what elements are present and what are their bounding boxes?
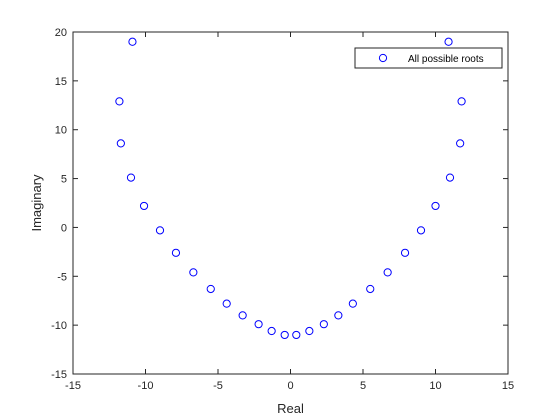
x-tick-label: -5 (213, 380, 223, 392)
root-point (334, 311, 343, 320)
root-point (171, 248, 181, 257)
x-tick-label: 15 (502, 380, 514, 392)
root-point (126, 173, 136, 182)
root-point (116, 139, 125, 148)
root-point (456, 139, 465, 148)
root-point (444, 37, 453, 46)
x-axis-label: Real (277, 401, 304, 416)
root-point (280, 330, 289, 340)
root-point (267, 326, 276, 336)
plot-area-border (72, 31, 509, 375)
root-point (238, 311, 247, 320)
y-tick-label: 15 (55, 76, 67, 88)
x-tick-label: -15 (65, 380, 81, 392)
root-point (155, 226, 165, 235)
root-point (383, 268, 392, 277)
y-tick-label: -10 (51, 320, 67, 332)
root-point (416, 226, 426, 235)
y-tick-label: 20 (55, 27, 67, 39)
legend-label: All possible roots (408, 54, 484, 65)
root-point (431, 201, 440, 211)
root-point (348, 299, 357, 308)
root-point (139, 201, 149, 211)
root-point (128, 37, 137, 46)
root-point (445, 173, 455, 182)
legend-marker (378, 53, 388, 63)
axes (72, 31, 509, 375)
root-point (189, 268, 198, 277)
ticks: -15 -10 -5 0 5 10 15 -15 -10 -5 0 5 10 15 20 (51, 27, 514, 392)
x-tick-label: -10 (138, 380, 154, 392)
y-tick-label: 5 (61, 174, 67, 186)
y-tick-label: 10 (55, 125, 67, 137)
y-tick-label: 0 (61, 222, 67, 234)
root-point (254, 320, 263, 329)
data-points (115, 37, 466, 340)
root-point (305, 326, 314, 336)
y-tick-label: -15 (51, 369, 67, 381)
root-point (115, 97, 124, 106)
root-point (400, 248, 410, 257)
root-point (319, 320, 328, 329)
root-point (366, 284, 375, 294)
x-tick-label: 10 (429, 380, 441, 392)
legend-box (354, 47, 503, 69)
x-tick-label: 5 (360, 380, 366, 392)
root-point (457, 97, 466, 106)
x-tick-label: 0 (287, 380, 293, 392)
root-point (206, 284, 215, 294)
y-tick-label: -5 (57, 271, 67, 283)
root-point (292, 330, 301, 340)
root-point (222, 299, 231, 308)
y-axis-label: Imaginary (29, 174, 44, 232)
legend: All possible roots (354, 47, 503, 69)
